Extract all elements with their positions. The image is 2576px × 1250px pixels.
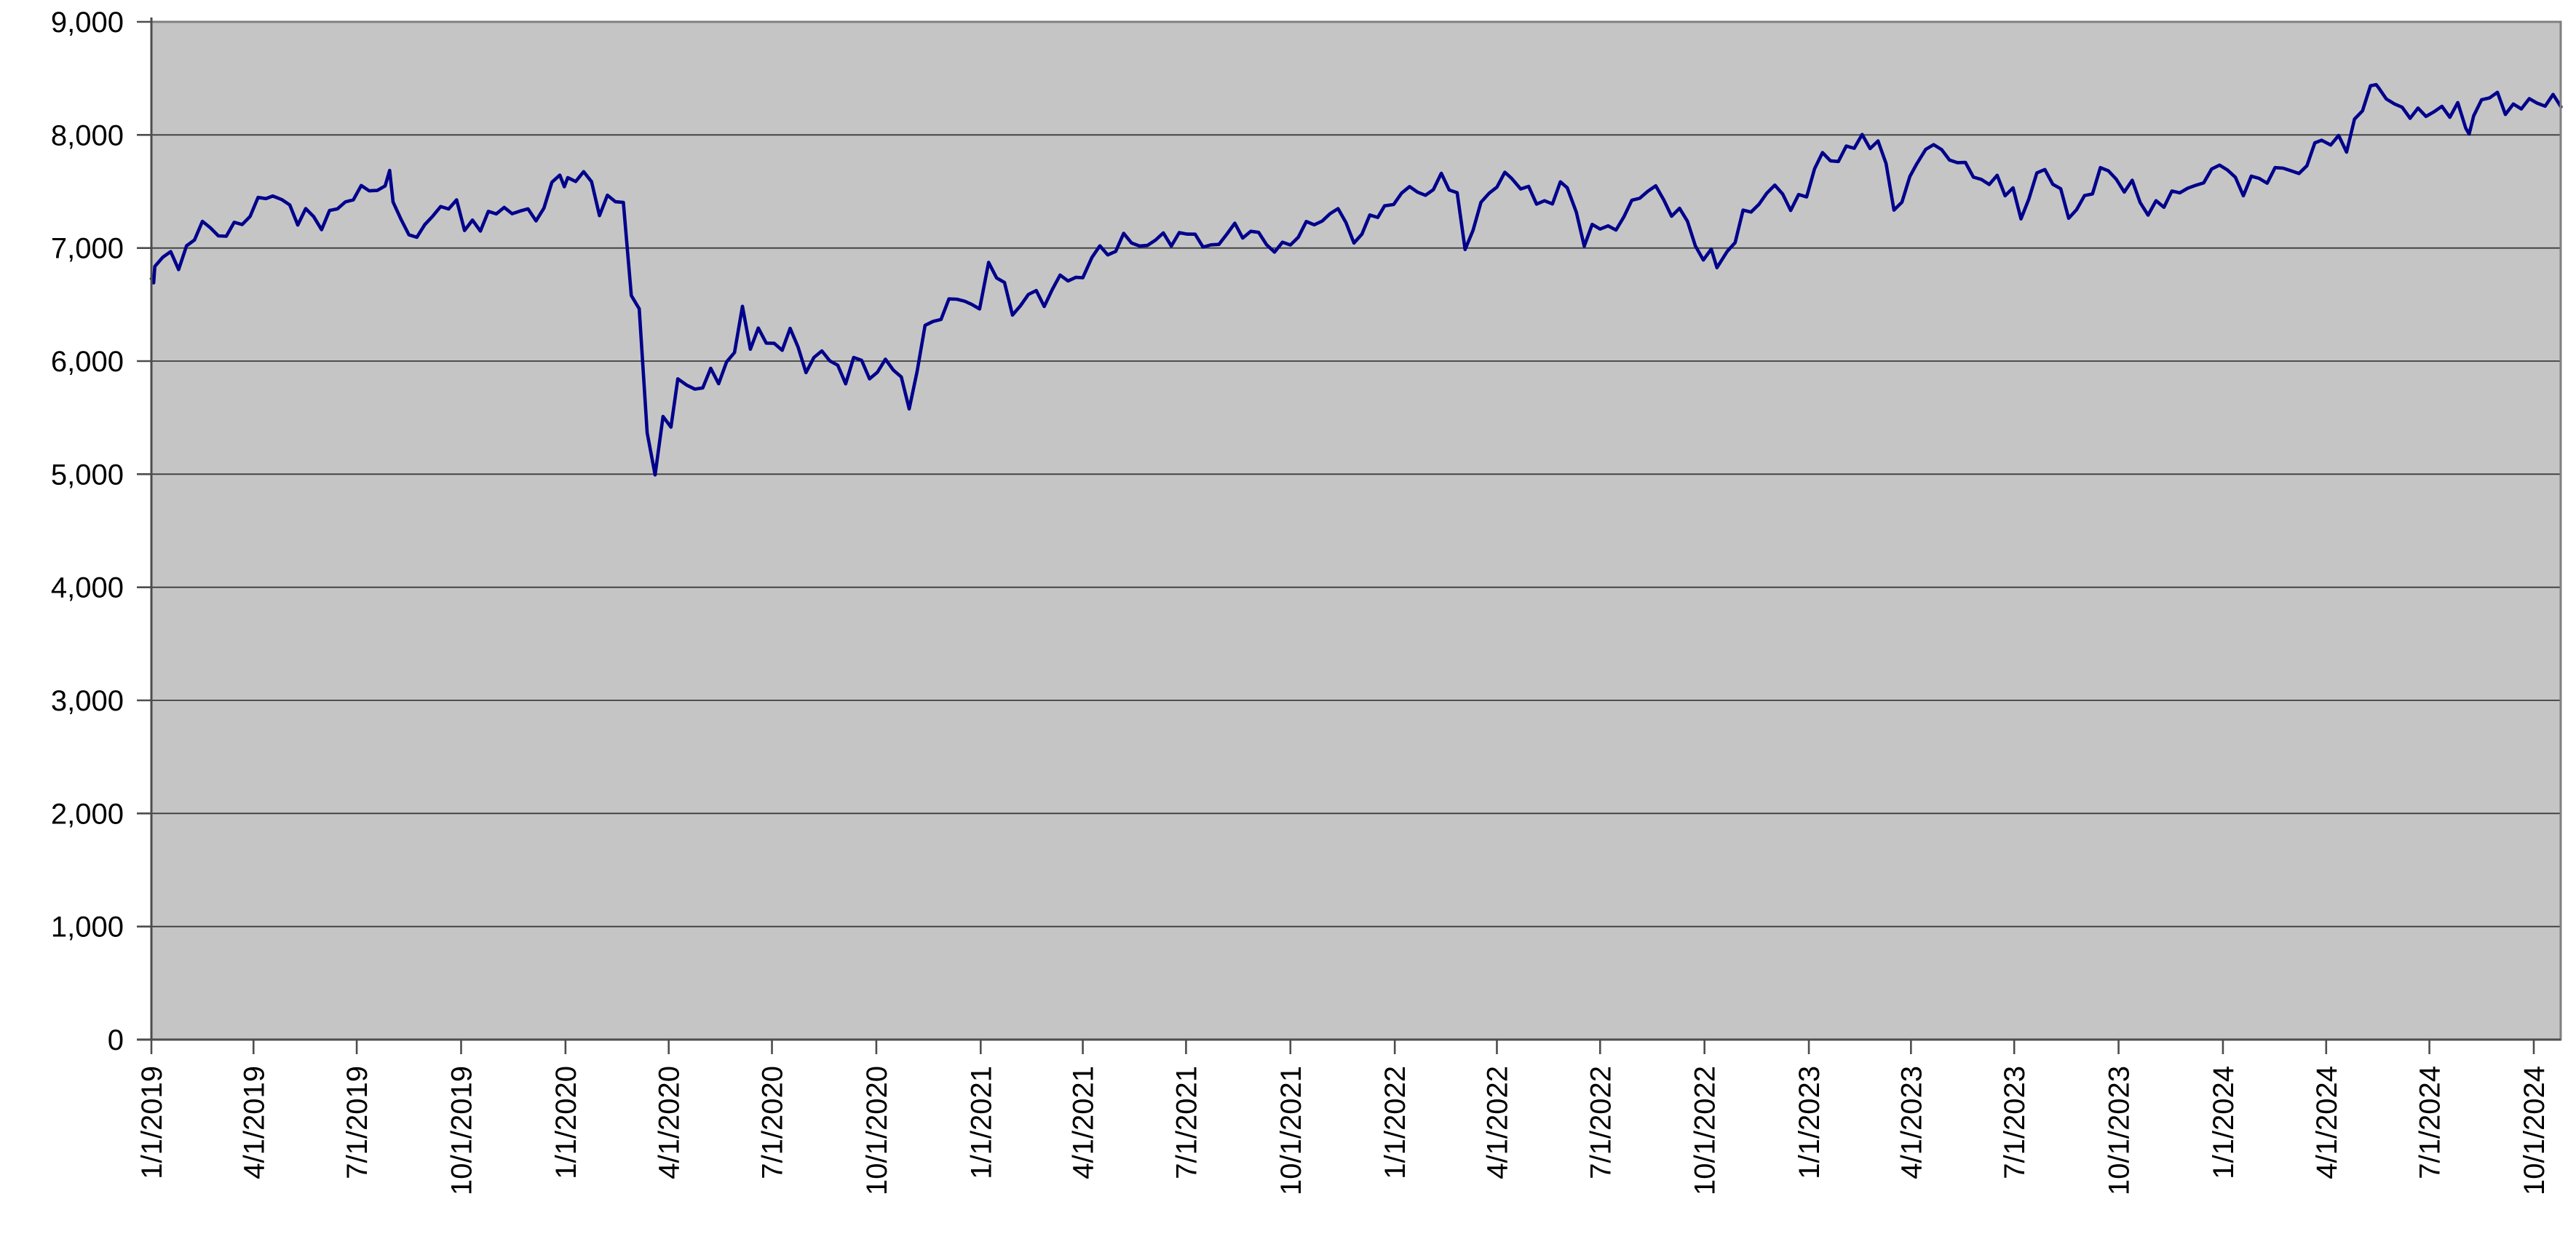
- x-tick-label: 1/1/2019: [136, 1066, 168, 1179]
- y-tick-label: 3,000: [51, 685, 124, 717]
- x-tick-label: 1/1/2020: [550, 1066, 582, 1179]
- x-tick-label: 7/1/2022: [1585, 1066, 1617, 1179]
- x-tick-label: 4/1/2021: [1068, 1066, 1100, 1179]
- x-tick-label: 10/1/2021: [1275, 1066, 1307, 1195]
- x-tick-label: 4/1/2019: [238, 1066, 270, 1179]
- x-tick-label: 4/1/2022: [1481, 1066, 1513, 1179]
- x-tick-label: 10/1/2024: [2518, 1066, 2551, 1195]
- y-tick-label: 9,000: [51, 7, 124, 39]
- series-line: [149, 82, 2563, 477]
- plot-area: [151, 22, 2561, 1040]
- x-tick-label: 10/1/2022: [1689, 1066, 1721, 1195]
- x-tick-label: 1/1/2022: [1379, 1066, 1411, 1179]
- x-tick-label: 7/1/2021: [1170, 1066, 1202, 1179]
- x-tick-label: 10/1/2020: [861, 1066, 893, 1195]
- x-tick-label: 1/1/2021: [965, 1066, 997, 1179]
- x-tick-label: 4/1/2024: [2311, 1066, 2343, 1179]
- x-tick-label: 10/1/2019: [445, 1066, 477, 1195]
- y-axis: 0 1,000 2,000 3,000 4,000 5,000 6,000 7,000 8,00…: [51, 7, 151, 1056]
- x-tick-label: 7/1/2023: [1999, 1066, 2031, 1179]
- y-tick-label: 4,000: [51, 572, 124, 604]
- x-tick-label: 4/1/2023: [1895, 1066, 1927, 1179]
- y-tick-label: 6,000: [51, 346, 124, 378]
- x-tick-label: 7/1/2019: [341, 1066, 373, 1179]
- x-axis: 1/1/2019 4/1/2019 7/1/2019 10/1/2019 1/1/202…: [136, 1040, 2551, 1195]
- x-tick-label: 4/1/2020: [654, 1066, 686, 1179]
- y-tick-label: 8,000: [51, 119, 124, 151]
- x-tick-label: 7/1/2024: [2414, 1066, 2446, 1179]
- y-tick-label: 1,000: [51, 911, 124, 944]
- x-tick-label: 10/1/2023: [2104, 1066, 2136, 1195]
- x-tick-label: 1/1/2024: [2208, 1066, 2240, 1179]
- y-tick-label: 2,000: [51, 798, 124, 830]
- x-tick-label: 7/1/2020: [757, 1066, 789, 1179]
- y-tick-label: 7,000: [51, 233, 124, 265]
- y-tick-label: 5,000: [51, 459, 124, 491]
- y-tick-label: 0: [108, 1024, 124, 1056]
- x-tick-label: 1/1/2023: [1794, 1066, 1826, 1179]
